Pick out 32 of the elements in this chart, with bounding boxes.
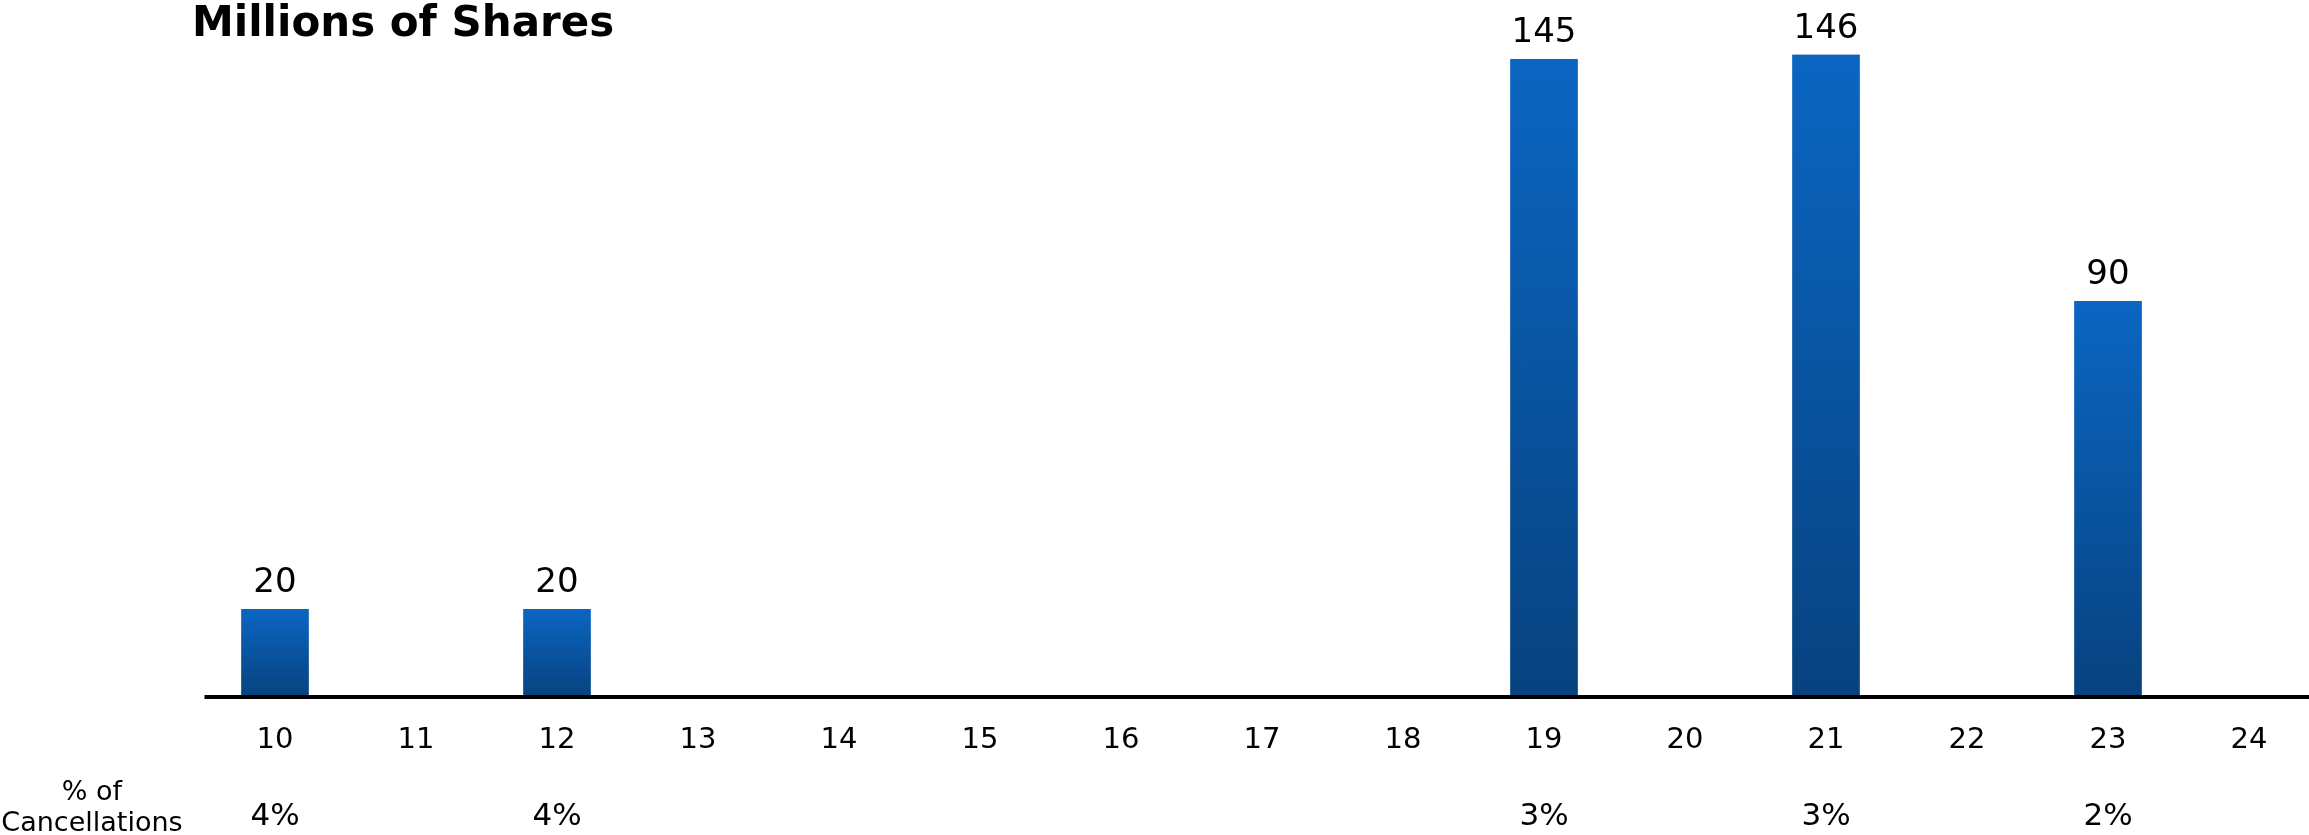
x-tick-label: 20 <box>1666 721 1704 755</box>
text: 3% <box>1801 796 1851 832</box>
x-tick-label: 10 <box>256 721 294 755</box>
x-tick-label: 15 <box>961 721 999 755</box>
data-label: 20 <box>253 560 297 600</box>
data-label: 20 <box>535 560 579 600</box>
x-tick-label: 17 <box>1243 721 1281 755</box>
x-tick-label: 11 <box>397 721 435 755</box>
x-tick-label: 24 <box>2230 721 2268 755</box>
x-tick-label: 19 <box>1525 721 1563 755</box>
bar <box>523 609 591 697</box>
bar <box>241 609 309 697</box>
x-tick-label: 21 <box>1807 721 1845 755</box>
x-tick-label: 14 <box>820 721 858 755</box>
bar <box>1510 59 1578 697</box>
x-tick-label: 13 <box>679 721 717 755</box>
bar <box>2074 301 2142 697</box>
text: 4% <box>250 796 300 832</box>
text: % of Cancellations <box>1 775 183 835</box>
x-tick-label: 22 <box>1948 721 1986 755</box>
x-tick-label: 16 <box>1102 721 1140 755</box>
text: 3% <box>1519 796 1569 832</box>
chart-title: Millions of Shares <box>192 0 615 46</box>
data-label: 146 <box>1793 5 1859 46</box>
x-tick-label: 18 <box>1384 721 1422 755</box>
text: 2% <box>2083 796 2133 832</box>
data-label: 90 <box>2086 252 2130 292</box>
bar <box>1792 54 1860 697</box>
x-tick-label: 23 <box>2089 721 2127 755</box>
text: 4% <box>532 796 582 832</box>
data-label: 145 <box>1511 10 1577 50</box>
x-tick-label: 12 <box>538 721 576 755</box>
